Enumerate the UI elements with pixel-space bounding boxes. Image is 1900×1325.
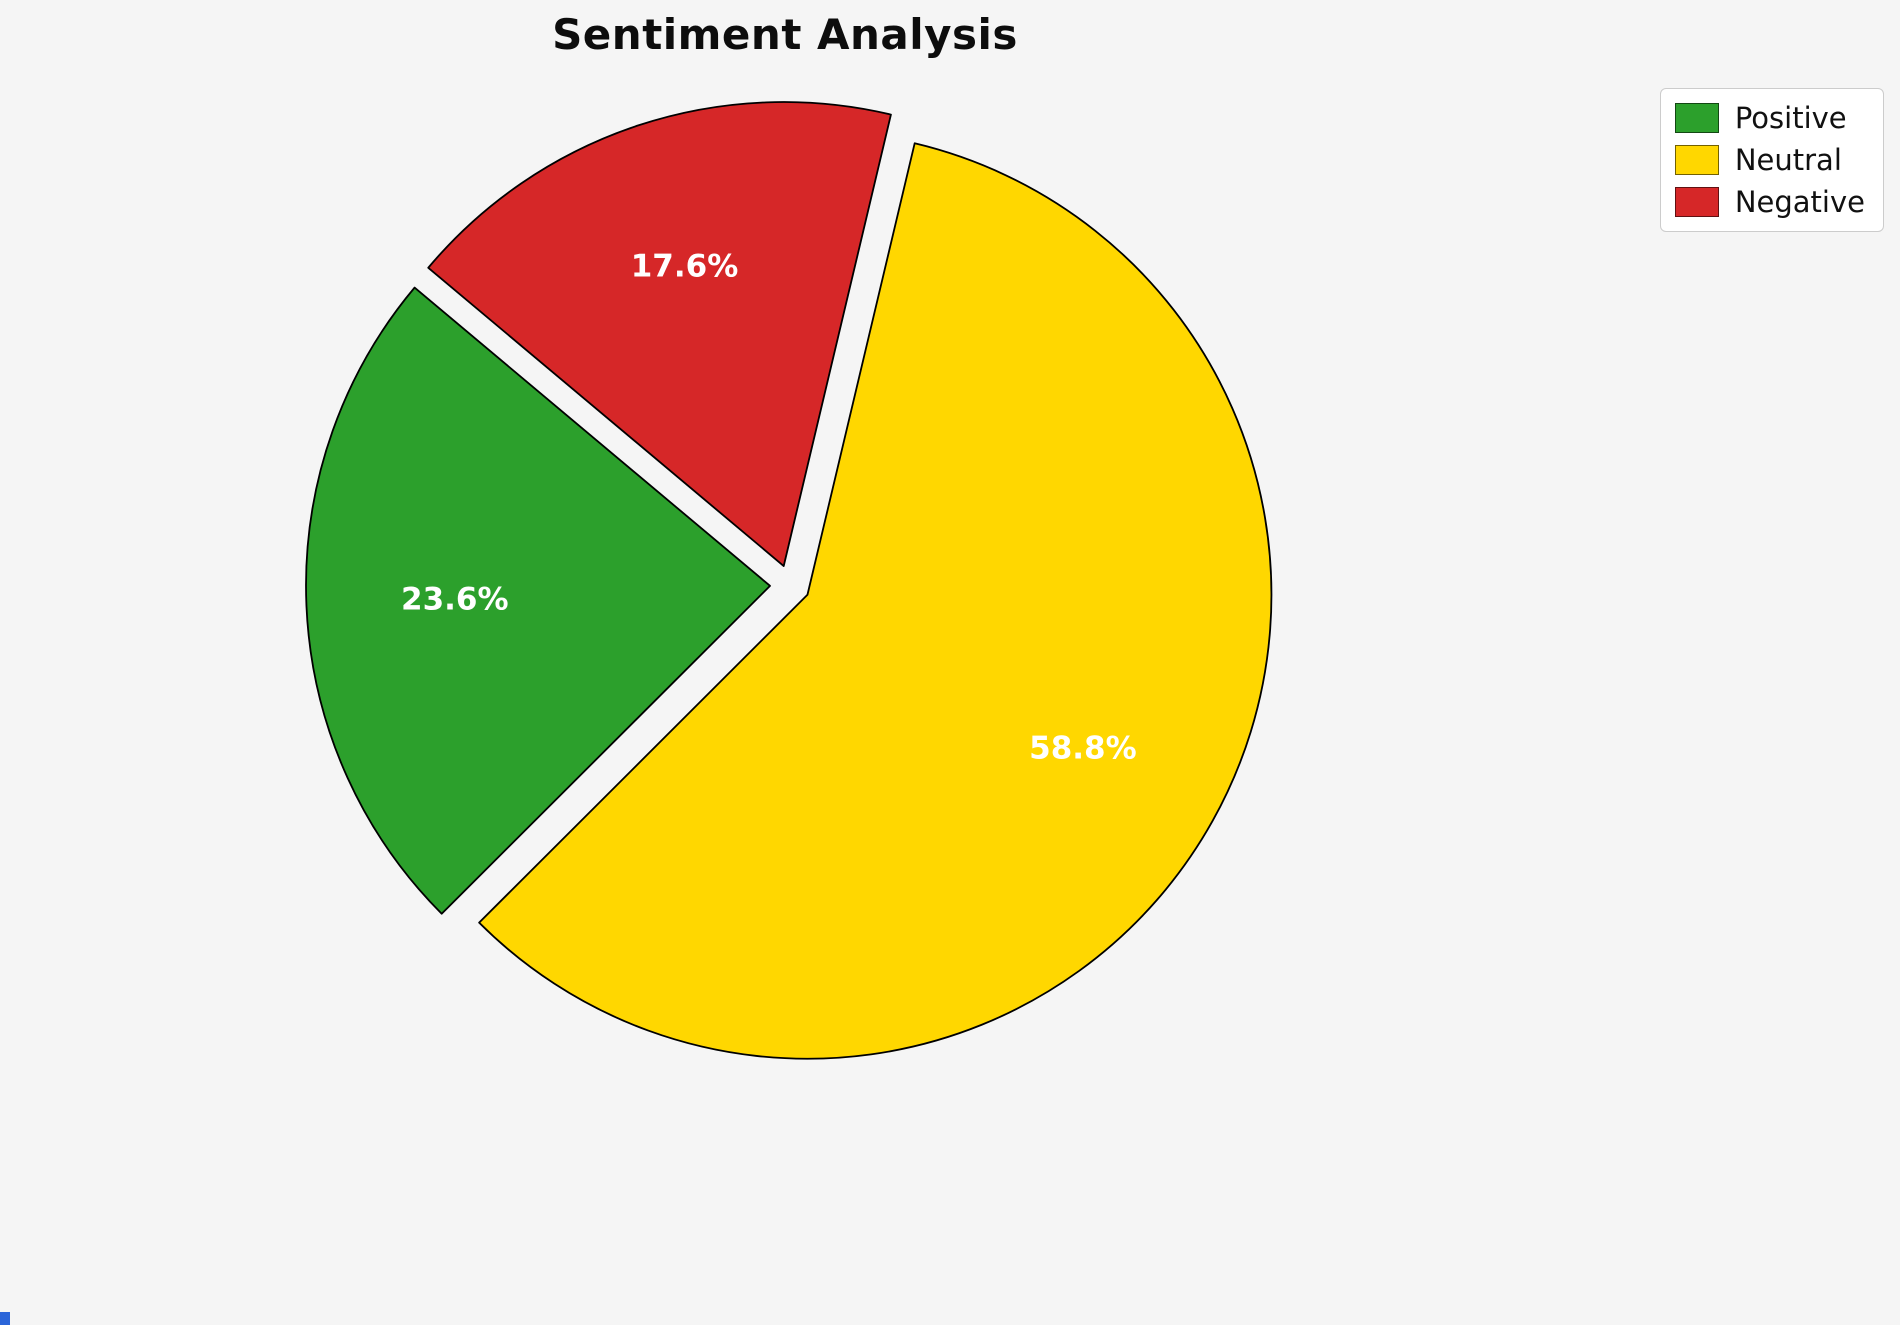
pie-slice-positive	[305, 286, 771, 915]
legend-swatch-positive	[1674, 103, 1719, 133]
pie-percent-label-positive: 23.6%	[401, 582, 509, 618]
legend-label-negative: Negative	[1734, 184, 1865, 219]
pie-percent-label-neutral: 58.8%	[1029, 731, 1137, 767]
legend-label-positive: Positive	[1734, 100, 1847, 135]
chart-title: Sentiment Analysis	[552, 10, 1018, 59]
legend-label-neutral: Neutral	[1734, 142, 1842, 177]
legend-item-neutral: Neutral	[1674, 142, 1865, 177]
bottom-left-blue-mark	[0, 1312, 10, 1325]
legend-swatch-negative	[1674, 187, 1719, 217]
legend-item-negative: Negative	[1674, 184, 1865, 219]
legend: Positive Neutral Negative	[1659, 88, 1884, 232]
legend-swatch-neutral	[1674, 145, 1719, 175]
pie-percent-label-negative: 17.6%	[631, 249, 739, 285]
pie-slice-neutral	[478, 142, 1273, 1060]
legend-item-positive: Positive	[1674, 100, 1865, 135]
pie-slice-negative	[427, 101, 892, 567]
